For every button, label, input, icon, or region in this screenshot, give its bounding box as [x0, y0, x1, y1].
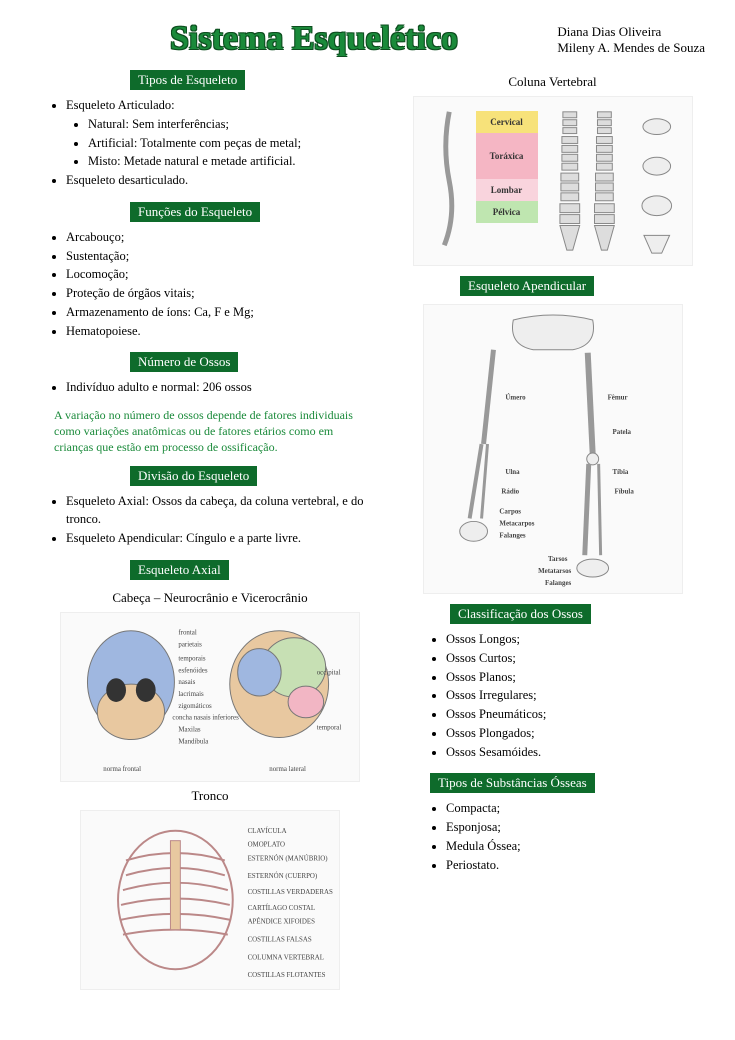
- skull-label: temporais: [178, 655, 206, 662]
- list-item: Esponjosa;: [446, 818, 705, 837]
- list-item: Ossos Planos;: [446, 668, 705, 687]
- funcoes-list: Arcabouço; Sustentação; Locomoção; Prote…: [40, 228, 380, 341]
- torso-label: CLAVÍCULA: [248, 827, 287, 835]
- page-title: Sistema Esquelético: [170, 20, 458, 58]
- numero-list: Indivíduo adulto e normal: 206 ossos: [40, 378, 380, 397]
- section-heading: Número de Ossos: [130, 352, 238, 372]
- list-item: Locomoção;: [66, 265, 380, 284]
- class-list: Ossos Longos; Ossos Curtos; Ossos Planos…: [400, 630, 705, 761]
- subheading: Tronco: [40, 788, 380, 804]
- skull-label: Maxilas: [178, 726, 201, 733]
- append-label: Carpos: [499, 508, 521, 516]
- list-item: Natural: Sem interferências;: [88, 115, 380, 134]
- list-item: Compacta;: [446, 799, 705, 818]
- list-item: Sustentação;: [66, 247, 380, 266]
- list-item: Hematopoiese.: [66, 322, 380, 341]
- list-item: Periostato.: [446, 856, 705, 875]
- skull-label: Mandíbula: [178, 738, 208, 745]
- section-heading: Classificação dos Ossos: [450, 604, 591, 624]
- append-label: Rádio: [501, 488, 519, 496]
- authors-block: Diana Dias Oliveira Mileny A. Mendes de …: [557, 20, 705, 56]
- append-label: Falanges: [499, 531, 526, 539]
- spine-segment: Pélvica: [476, 201, 538, 223]
- subst-list: Compacta; Esponjosa; Medula Óssea; Perio…: [400, 799, 705, 874]
- note-text: A variação no número de ossos depende de…: [40, 403, 380, 460]
- skull-label: lacrimais: [178, 691, 204, 698]
- spine-segments: Cervical Toráxica Lombar Pélvica: [476, 111, 538, 223]
- author-name: Diana Dias Oliveira: [557, 24, 705, 40]
- append-label: Falanges: [545, 579, 572, 587]
- torso-label: OMOPLATO: [248, 841, 285, 848]
- append-label: Patela: [612, 428, 631, 436]
- skull-label: concha nasais inferiores: [172, 715, 239, 722]
- skull-diagram: frontal parietais temporais esfenóides n…: [60, 612, 360, 782]
- torso-label: CARTÍLAGO COSTAL: [248, 904, 316, 912]
- subheading: Coluna Vertebral: [400, 74, 705, 90]
- list-item: Arcabouço;: [66, 228, 380, 247]
- spine-segment: Lombar: [476, 179, 538, 201]
- section-heading: Tipos de Substâncias Ósseas: [430, 773, 595, 793]
- author-name: Mileny A. Mendes de Souza: [557, 40, 705, 56]
- section-heading: Tipos de Esqueleto: [130, 70, 245, 90]
- skull-label: zigomáticos: [178, 703, 212, 710]
- list-item: Esqueleto Axial: Ossos da cabeça, da col…: [66, 492, 380, 530]
- append-label: Fíbula: [614, 488, 634, 496]
- subheading: Cabeça – Neurocrânio e Vicerocrânio: [40, 590, 380, 606]
- section-heading: Funções do Esqueleto: [130, 202, 260, 222]
- skull-label: occipital: [317, 669, 341, 676]
- skull-label: temporal: [317, 724, 342, 731]
- list-item: Esqueleto desarticulado.: [66, 171, 380, 190]
- appendicular-diagram: Úmero Fêmur Patela Ulna Tíbia Rádio Fíbu…: [423, 304, 683, 594]
- list-item: Esqueleto Apendicular: Cíngulo e a parte…: [66, 529, 380, 548]
- list-item: Artificial: Totalmente com peças de meta…: [88, 134, 380, 153]
- list-item: Esqueleto Articulado:: [66, 96, 380, 115]
- torso-label: COSTILLAS FLOTANTES: [248, 972, 326, 979]
- skull-caption: norma frontal: [103, 766, 141, 773]
- torso-label: COSTILLAS FALSAS: [248, 936, 312, 943]
- torso-label: ESTERNÓN (MANÚBRIO): [248, 854, 328, 862]
- spine-diagram: Cervical Toráxica Lombar Pélvica: [413, 96, 693, 266]
- skull-label: nasais: [178, 679, 195, 686]
- list-item: Ossos Pneumáticos;: [446, 705, 705, 724]
- list-item: Misto: Metade natural e metade artificia…: [88, 152, 380, 171]
- left-column: Tipos de Esqueleto Esqueleto Articulado:…: [40, 64, 380, 994]
- list-item: Ossos Sesamóides.: [446, 743, 705, 762]
- torso-label: COSTILLAS VERDADERAS: [248, 889, 333, 896]
- append-label: Metatarsos: [538, 567, 571, 575]
- right-column: Coluna Vertebral Cervical Toráxica Lomba…: [400, 64, 705, 994]
- torso-label: APÉNDICE XIFOIDES: [248, 918, 315, 926]
- append-label: Úmero: [505, 393, 526, 401]
- append-label: Metacarpos: [499, 519, 534, 527]
- list-item: Ossos Curtos;: [446, 649, 705, 668]
- torso-label: COLUMNA VERTEBRAL: [248, 954, 324, 961]
- skull-caption: norma lateral: [269, 766, 306, 773]
- list-item: Indivíduo adulto e normal: 206 ossos: [66, 378, 380, 397]
- append-label: Ulna: [505, 468, 520, 476]
- append-label: Tíbia: [612, 468, 628, 476]
- torso-diagram: CLAVÍCULA OMOPLATO ESTERNÓN (MANÚBRIO) E…: [80, 810, 340, 990]
- skull-label: parietais: [178, 641, 202, 648]
- list-item: Ossos Plongados;: [446, 724, 705, 743]
- tipos-list: Esqueleto Articulado: Natural: Sem inter…: [40, 96, 380, 190]
- skull-label: frontal: [178, 630, 196, 637]
- list-item: Ossos Longos;: [446, 630, 705, 649]
- spine-segment: Toráxica: [476, 133, 538, 179]
- spine-segment: Cervical: [476, 111, 538, 133]
- header: Sistema Esquelético Diana Dias Oliveira …: [40, 20, 705, 58]
- list-item: Medula Óssea;: [446, 837, 705, 856]
- section-heading: Esqueleto Axial: [130, 560, 229, 580]
- torso-label: ESTERNÓN (CUERPO): [248, 872, 318, 880]
- section-heading: Esqueleto Apendicular: [460, 276, 594, 296]
- divisao-list: Esqueleto Axial: Ossos da cabeça, da col…: [40, 492, 380, 548]
- list-item: Armazenamento de íons: Ca, F e Mg;: [66, 303, 380, 322]
- skull-label: esfenóides: [178, 667, 207, 674]
- list-item: Ossos Irregulares;: [446, 686, 705, 705]
- section-heading: Divisão do Esqueleto: [130, 466, 257, 486]
- append-label: Fêmur: [607, 393, 627, 401]
- append-label: Tarsos: [548, 555, 568, 563]
- list-item: Proteção de órgãos vitais;: [66, 284, 380, 303]
